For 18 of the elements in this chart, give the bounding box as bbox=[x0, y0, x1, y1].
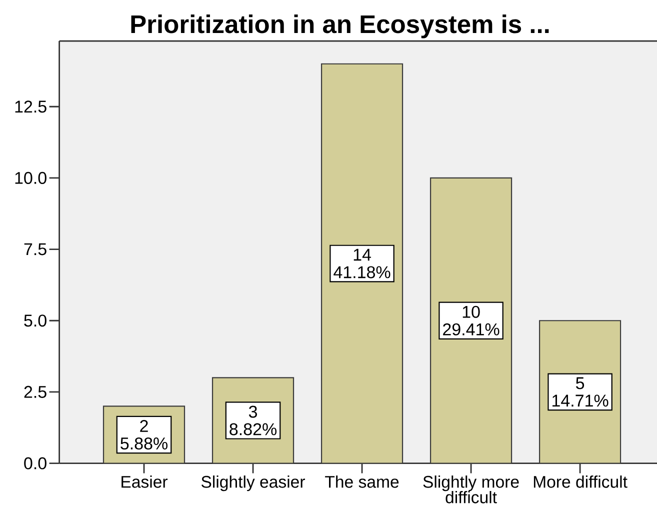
x-tick-label: Slightly easier bbox=[201, 475, 305, 492]
x-tick-label: The same bbox=[325, 475, 399, 488]
y-tick-label: 12.5 bbox=[15, 100, 46, 113]
chart-title: Prioritization in an Ecosystem is ... bbox=[131, 14, 549, 38]
bar bbox=[320, 63, 404, 464]
y-tick-label: 2.5 bbox=[24, 386, 46, 398]
data-label: 2 5.88% bbox=[120, 420, 168, 450]
data-label: 14 41.18% bbox=[334, 248, 390, 278]
y-tick-label: 0.0 bbox=[24, 457, 46, 470]
x-tick-label: More difficult bbox=[534, 475, 628, 488]
data-label: 10 29.41% bbox=[443, 306, 500, 336]
data-label: 5 14.71% bbox=[552, 377, 608, 407]
x-tick-label: Easier bbox=[122, 475, 168, 488]
y-tick-label: 5.0 bbox=[24, 314, 46, 327]
y-tick-label: 10.0 bbox=[15, 172, 46, 184]
y-tick-label: 7.5 bbox=[24, 243, 46, 256]
x-tick-label: Slightly more difficult bbox=[423, 475, 519, 504]
data-label: 3 8.82% bbox=[230, 406, 276, 436]
